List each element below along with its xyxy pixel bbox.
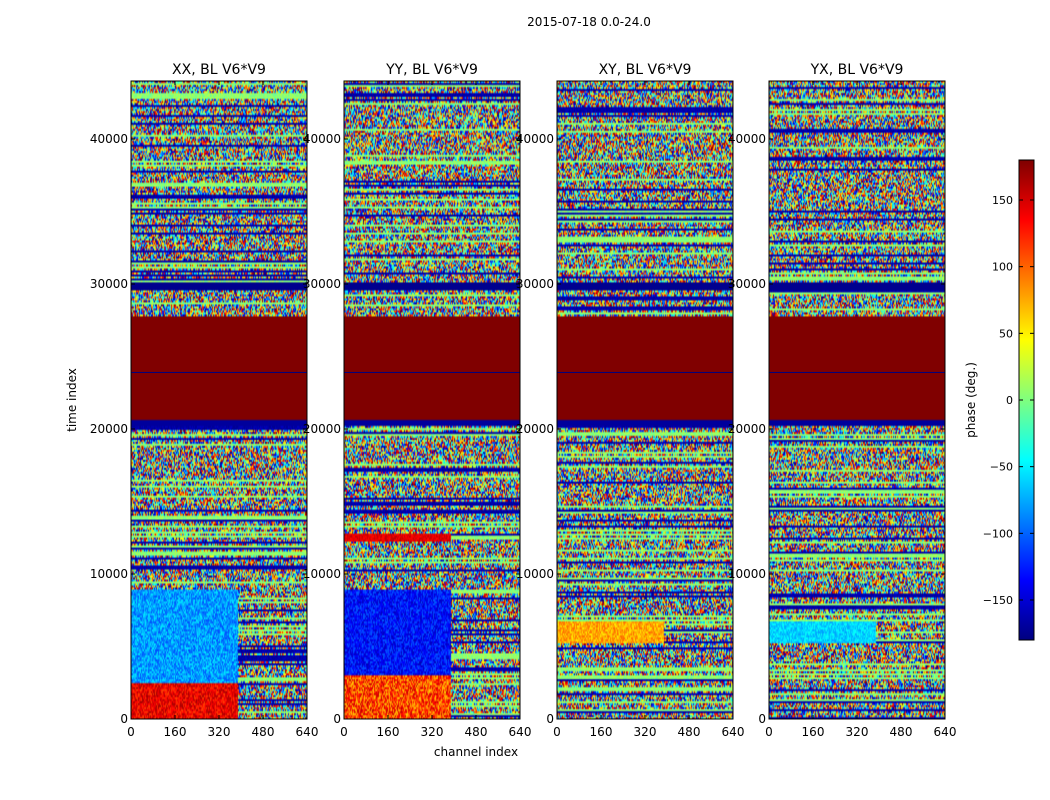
y-tick-label: 10000 [516, 567, 554, 581]
y-tick-label: 0 [758, 712, 766, 726]
band-divider [557, 371, 733, 373]
x-tick-label: 480 [890, 725, 913, 739]
x-tick-label: 320 [421, 725, 444, 739]
heatmap-image [131, 81, 307, 719]
y-tick-label: 20000 [90, 422, 128, 436]
colorbar-label: phase (deg.) [964, 362, 978, 438]
y-tick-label: 20000 [728, 422, 766, 436]
y-tick-label: 40000 [90, 132, 128, 146]
heatmap-image [557, 81, 733, 719]
y-tick-label: 0 [333, 712, 341, 726]
colorbar-ticks: −150 −100 −50 0 50 100 150 [983, 194, 1034, 607]
x-tick-label: 160 [377, 725, 400, 739]
x-tick-label: 640 [509, 725, 532, 739]
y-tick-label: 30000 [303, 277, 341, 291]
x-tick-label: 0 [553, 725, 561, 739]
x-tick-label: 640 [722, 725, 745, 739]
x-tick-label: 320 [846, 725, 869, 739]
panel-title: XY, BL V6*V9 [599, 62, 692, 78]
colorbar-tick-label: −150 [983, 594, 1013, 607]
heatmap-image [344, 81, 520, 719]
x-tick-label: 160 [164, 725, 187, 739]
x-tick-label: 320 [634, 725, 657, 739]
x-tick-label: 320 [208, 725, 231, 739]
panel-xx: XX, BL V6*V9 0 160 320 480 640 0 10000 20000 3000… [90, 62, 319, 739]
panel-title: YX, BL V6*V9 [810, 62, 904, 78]
x-tick-label: 0 [340, 725, 348, 739]
y-tick-label: 10000 [303, 567, 341, 581]
x-tick-label: 0 [765, 725, 773, 739]
y-tick-label: 10000 [728, 567, 766, 581]
colorbar-tick-label: 50 [999, 327, 1013, 340]
panel-title: XX, BL V6*V9 [172, 62, 266, 78]
heatmap-image [769, 81, 945, 719]
panel-xy: XY, BL V6*V9 0 160 320 480 640 0 10000 20000 3000… [516, 62, 745, 739]
y-tick-label: 10000 [90, 567, 128, 581]
figure-title: 2015-07-18 0.0-24.0 [527, 15, 651, 29]
y-tick-label: 40000 [516, 132, 554, 146]
panel-title: YY, BL V6*V9 [385, 62, 478, 78]
x-tick-label: 0 [127, 725, 135, 739]
y-tick-label: 0 [546, 712, 554, 726]
x-tick-label: 640 [296, 725, 319, 739]
y-axis-label: time index [65, 368, 79, 432]
y-tick-label: 20000 [303, 422, 341, 436]
panel-yy: YY, BL V6*V9 0 160 320 480 640 0 10000 20000 3000… [303, 62, 532, 739]
panels: XX, BL V6*V9 0 160 320 480 640 0 10000 20000 3000… [90, 62, 957, 739]
x-tick-label: 480 [252, 725, 275, 739]
band-divider [131, 371, 307, 373]
y-tick-label: 0 [120, 712, 128, 726]
colorbar: −150 −100 −50 0 50 100 150 phase (deg.) [964, 159, 1035, 641]
y-tick-label: 30000 [728, 277, 766, 291]
y-tick-label: 30000 [516, 277, 554, 291]
x-tick-label: 160 [802, 725, 825, 739]
band-divider [769, 371, 945, 373]
colorbar-tick-label: −100 [983, 527, 1013, 540]
x-axis-label: channel index [434, 745, 518, 759]
colorbar-tick-label: 150 [992, 194, 1013, 207]
y-tick-label: 20000 [516, 422, 554, 436]
band-divider [344, 371, 520, 373]
colorbar-tick-label: 0 [1006, 394, 1013, 407]
panel-yx: YX, BL V6*V9 0 160 320 480 640 0 10000 20000 3000… [728, 62, 957, 739]
y-tick-label: 40000 [303, 132, 341, 146]
x-tick-label: 480 [678, 725, 701, 739]
colorbar-tick-label: 100 [992, 261, 1013, 274]
colorbar-tick-label: −50 [990, 461, 1013, 474]
y-tick-label: 30000 [90, 277, 128, 291]
y-tick-label: 40000 [728, 132, 766, 146]
x-tick-label: 640 [934, 725, 957, 739]
x-tick-label: 480 [465, 725, 488, 739]
x-tick-label: 160 [590, 725, 613, 739]
